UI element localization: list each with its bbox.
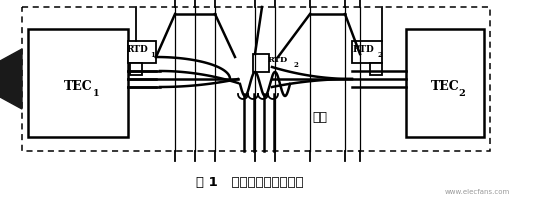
- Text: RTD: RTD: [268, 56, 288, 64]
- Bar: [128, 42, 156, 64]
- Text: 1: 1: [93, 89, 99, 98]
- Text: TEC: TEC: [64, 80, 92, 93]
- Bar: [28, 30, 128, 137]
- Bar: [130, 64, 142, 76]
- Text: RTD: RTD: [352, 45, 374, 54]
- Text: 图 1   温度场调谐方案原理: 图 1 温度场调谐方案原理: [196, 176, 304, 189]
- Bar: [370, 64, 382, 76]
- Bar: [406, 30, 484, 137]
- Text: 接地: 接地: [313, 111, 328, 124]
- Polygon shape: [0, 50, 22, 109]
- Text: 1: 1: [150, 51, 155, 59]
- Text: www.elecfans.com: www.elecfans.com: [445, 188, 510, 194]
- Text: 2: 2: [294, 61, 299, 69]
- Bar: [22, 8, 490, 151]
- Text: 2: 2: [459, 89, 465, 98]
- Text: TEC: TEC: [431, 80, 459, 93]
- Text: RTD: RTD: [126, 45, 148, 54]
- Text: 2: 2: [377, 51, 383, 59]
- Bar: [352, 42, 382, 64]
- Bar: [253, 55, 269, 73]
